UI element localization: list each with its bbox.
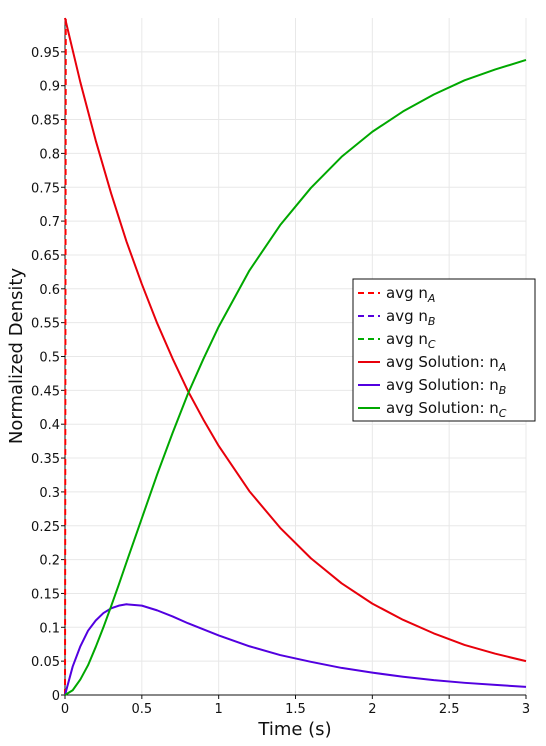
x-tick-label: 2 [368,702,376,717]
y-tick-label: 0.1 [39,621,60,636]
legend-label-1: avg nB [386,307,435,328]
y-tick-label: 0.35 [31,452,60,467]
legend-label-text: avg Solution: n [386,399,499,417]
legend-label-subscript: A [427,292,436,305]
legend-label-4: avg Solution: nB [386,376,506,397]
y-tick-label: 0.8 [39,147,60,162]
legend-label-0: avg nA [386,284,435,305]
legend-label-text: avg n [386,307,428,325]
legend-label-2: avg nC [386,330,436,351]
y-tick-label: 0.65 [31,249,60,264]
y-tick-label: 0 [52,689,60,704]
y-tick-label: 0.85 [31,114,60,129]
series-layer [64,17,527,696]
legend-label-subscript: B [499,384,507,397]
y-tick-label: 0.2 [39,554,60,569]
x-tick-label: 1 [215,702,223,717]
legend-label-text: avg Solution: n [386,376,499,394]
y-tick-label: 0.05 [31,655,60,670]
series-line-4 [64,603,527,696]
y-axis-title: Normalized Density [6,268,27,445]
series-line-0 [64,17,67,696]
legend-label-text: avg Solution: n [386,353,499,371]
legend-label-3: avg Solution: nA [386,353,506,374]
series-line-3 [64,17,527,663]
y-tick-label: 0.25 [31,520,60,535]
y-tick-label: 0.75 [31,181,60,196]
x-axis-title: Time (s) [257,719,331,740]
x-tick-label: 0 [61,702,69,717]
series-line-5 [64,59,527,696]
y-tick-label: 0.3 [39,486,60,501]
legend-label-text: avg n [386,284,428,302]
x-tick-label: 1.5 [285,702,306,717]
legend-label-text: avg n [386,330,428,348]
y-tick-label: 0.6 [39,283,60,298]
y-tick-label: 0.45 [31,384,60,399]
y-tick-label: 0.9 [39,80,60,95]
legend-label-subscript: C [428,338,436,351]
x-tick-label: 3 [522,702,530,717]
y-tick-label: 0.95 [31,46,60,61]
legend-label-5: avg Solution: nC [386,399,507,420]
legend-label-subscript: C [499,407,507,420]
ticks-layer: 0 0.05 0.1 0.15 0.2 0.25 0.3 0.35 0.4 0.45 0.5 0.55… [31,46,530,717]
legend-label-subscript: B [428,315,436,328]
y-tick-label: 0.5 [39,351,60,366]
y-tick-label: 0.55 [31,317,60,332]
legend-box [352,278,536,422]
x-tick-label: 2.5 [439,702,460,717]
y-tick-label: 0.4 [39,418,60,433]
legend-label-subscript: A [498,361,507,374]
x-tick-label: 0.5 [131,702,152,717]
y-tick-label: 0.7 [39,215,60,230]
y-tick-label: 0.15 [31,587,60,602]
